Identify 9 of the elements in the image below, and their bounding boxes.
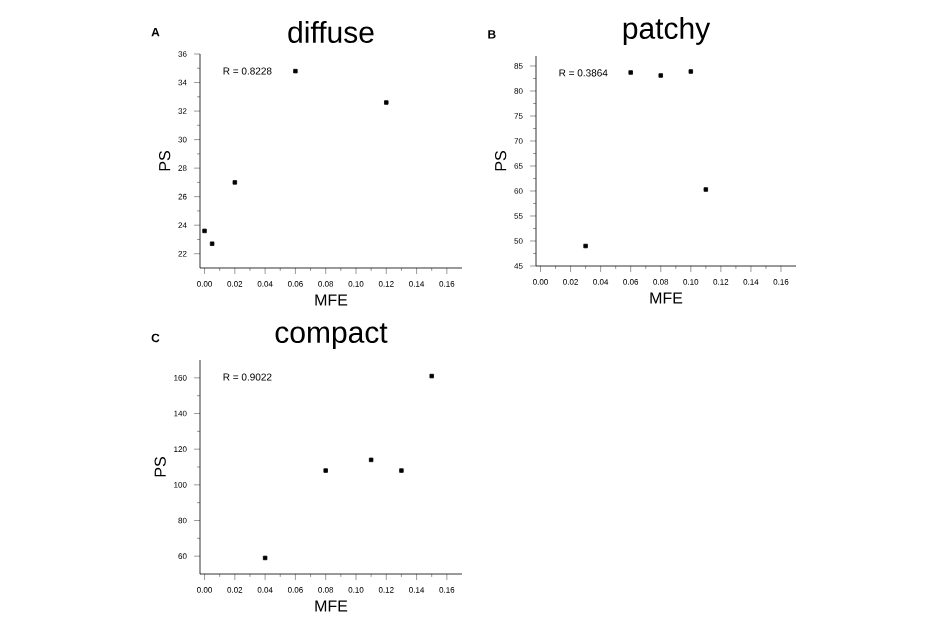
chart-title: diffuse <box>288 20 374 43</box>
x-axis-title: MFE <box>650 292 683 304</box>
y-axis-title: PS <box>494 151 507 171</box>
y-axis-title: PS <box>154 457 166 477</box>
y-axis-title: PS <box>158 151 171 171</box>
chart-title: patchy <box>623 16 711 45</box>
chart-title: compact <box>275 323 388 349</box>
x-axis-title: MFE <box>315 294 348 306</box>
x-axis-title: MFE <box>315 600 348 612</box>
